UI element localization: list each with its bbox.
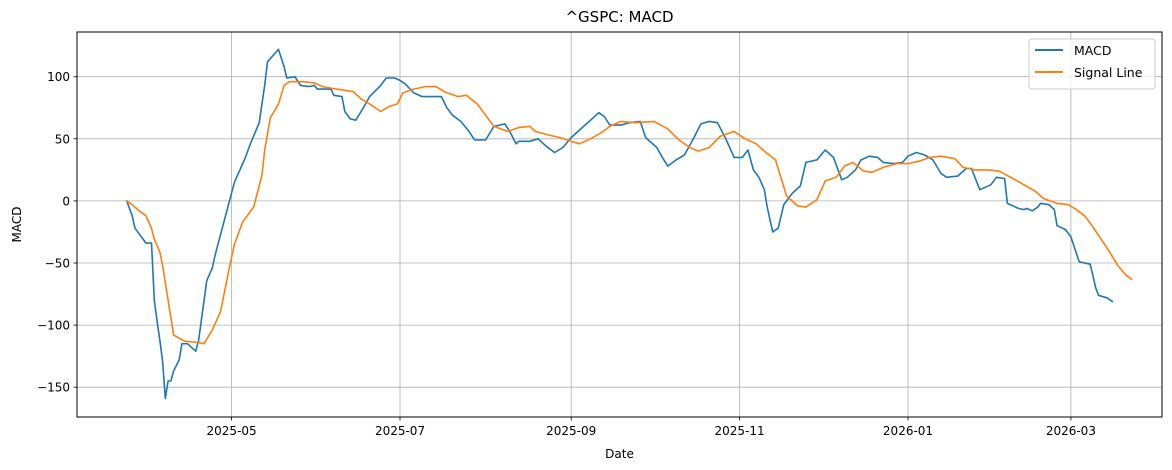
x-tick-label: 2026-01 [883, 424, 933, 438]
axes-frame [76, 31, 1163, 418]
series-line-signal-line [125, 80, 1133, 345]
y-axis: −150 −100 −50 0 50 100 [37, 70, 77, 395]
y-tick-label: −150 [37, 381, 70, 395]
y-tick-label: 50 [55, 132, 70, 146]
x-tick-label: 2026-03 [1046, 424, 1096, 438]
y-axis-label: MACD [10, 207, 24, 243]
grid-lines [77, 32, 1162, 417]
x-tick-label: 2025-11 [715, 424, 765, 438]
x-axis-label: Date [605, 447, 634, 461]
legend-label-macd: MACD [1074, 43, 1111, 58]
chart-title: ^GSPC: MACD [565, 8, 673, 26]
y-tick-label: −50 [45, 257, 70, 271]
x-tick-label: 2025-05 [207, 424, 257, 438]
legend-box [1028, 38, 1156, 90]
series-line-macd [125, 48, 1114, 400]
y-tick-label: −100 [37, 319, 70, 333]
plot-area [77, 32, 1162, 417]
y-tick-label: 0 [62, 194, 70, 208]
x-tick-label: 2025-07 [375, 424, 425, 438]
x-axis: 2025-05 2025-07 2025-09 2025-11 2026-01 2026-… [207, 417, 1096, 438]
legend-label-signal-line: Signal Line [1074, 65, 1143, 80]
legend: MACD Signal Line [1028, 38, 1156, 90]
x-tick-label: 2025-09 [546, 424, 596, 438]
y-tick-label: 100 [47, 70, 70, 84]
series-layer [125, 48, 1133, 400]
